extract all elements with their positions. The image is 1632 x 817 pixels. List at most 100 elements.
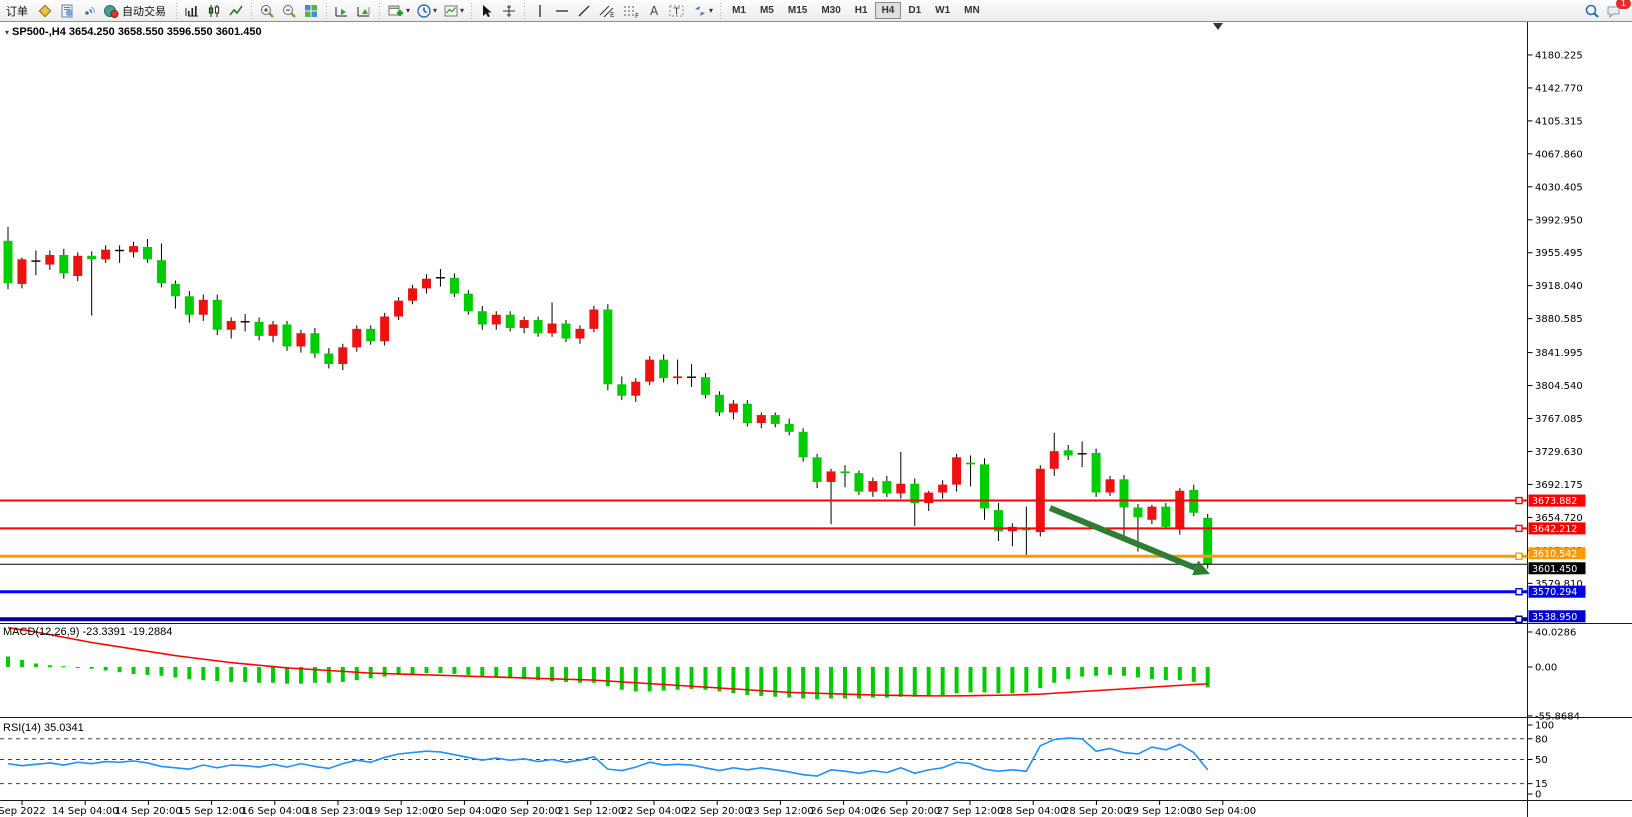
crosshair-icon: [503, 4, 516, 17]
svg-text:4030.405: 4030.405: [1535, 182, 1583, 193]
zoom-in-icon: [261, 4, 274, 18]
templates-icon: [444, 5, 458, 16]
text-icon: A: [650, 4, 659, 18]
new-order-icon[interactable]: [34, 1, 56, 20]
svg-text:Sep 2022: Sep 2022: [0, 806, 46, 817]
fibonacci-button[interactable]: F: [619, 1, 643, 20]
timeframe-button-mn[interactable]: MN: [964, 5, 980, 16]
svg-text:3918.040: 3918.040: [1535, 281, 1583, 292]
svg-text:40.0286: 40.0286: [1535, 627, 1576, 638]
svg-text:18 Sep 23:00: 18 Sep 23:00: [305, 806, 372, 817]
cursor-icon: [483, 4, 492, 17]
periods-icon: [417, 3, 431, 18]
svg-text:27 Sep 12:00: 27 Sep 12:00: [937, 806, 1004, 817]
horizontal-lines[interactable]: [0, 496, 1528, 623]
chevron-down-icon: ▾: [460, 6, 465, 15]
svg-text:14 Sep 20:00: 14 Sep 20:00: [115, 806, 182, 817]
candlestick-chart-button[interactable]: [203, 1, 225, 20]
vertical-line-button[interactable]: [529, 1, 551, 20]
zoom-out-icon: [283, 4, 296, 18]
chevron-down-icon: ▾: [709, 6, 714, 15]
market-watch-button[interactable]: [56, 1, 78, 20]
svg-text:3610.542: 3610.542: [1532, 549, 1577, 560]
trendline-button[interactable]: [573, 1, 595, 20]
autotrading-button[interactable]: 自动交易: [100, 1, 172, 20]
svg-text:-55.8684: -55.8684: [1535, 711, 1580, 722]
svg-text:30 Sep 04:00: 30 Sep 04:00: [1189, 806, 1256, 817]
chart-canvas[interactable]: 4180.225 4142.770 4105.315 4067.860 4030.405…: [0, 21, 1632, 817]
bar-chart-button[interactable]: [181, 1, 203, 20]
toolbar-separator: [469, 2, 475, 19]
chart-shift-button[interactable]: [353, 1, 375, 20]
chart-shift-icon: [357, 6, 370, 16]
new-chart-button[interactable]: ▾: [384, 1, 413, 20]
svg-text:14 Sep 04:00: 14 Sep 04:00: [52, 806, 119, 817]
svg-text:4105.315: 4105.315: [1535, 116, 1583, 127]
toolbar-separator: [377, 2, 382, 19]
line-chart-button[interactable]: [225, 1, 247, 20]
timeframe-button-m30[interactable]: M30: [821, 5, 841, 16]
channel-icon: E: [599, 5, 614, 19]
tile-windows-button[interactable]: [300, 1, 322, 20]
candlesticks: [3, 226, 1213, 569]
svg-text:3729.630: 3729.630: [1535, 447, 1583, 458]
arrows-button[interactable]: ▾: [689, 1, 716, 20]
svg-text:3601.450: 3601.450: [1532, 564, 1577, 575]
text-button[interactable]: A: [643, 1, 665, 20]
new-chart-icon: [388, 5, 403, 16]
svg-text:3767.085: 3767.085: [1535, 414, 1583, 425]
chart-title: ▾ SP500-,H4 3654.250 3658.550 3596.550 36…: [5, 26, 262, 38]
svg-text:3642.212: 3642.212: [1532, 524, 1577, 535]
svg-text:3538.950: 3538.950: [1532, 612, 1577, 623]
timeframe-group: M1 M5 M15 M30 H1 H4 D1 W1 MN: [725, 0, 987, 21]
timeframe-button-m15[interactable]: M15: [787, 5, 808, 16]
timeframe-button-m1[interactable]: M1: [732, 5, 746, 16]
svg-text:F: F: [635, 12, 639, 19]
svg-text:100: 100: [1535, 721, 1554, 732]
vertical-line-icon: [539, 4, 541, 17]
timeframe-button-w1[interactable]: W1: [935, 5, 951, 16]
search-button[interactable]: [1581, 1, 1603, 20]
timeframe-button-m5[interactable]: M5: [759, 5, 774, 16]
zoom-out-button[interactable]: [278, 1, 300, 20]
rsi-indicator-label: RSI(14) 35.0341: [3, 722, 84, 734]
new-order-button[interactable]: 订单: [0, 1, 34, 20]
trend-arrow-annotation[interactable]: [1048, 505, 1210, 576]
signal-button[interactable]: [78, 1, 100, 20]
auto-scroll-button[interactable]: [331, 1, 353, 20]
collapse-quote-icon[interactable]: ▾: [5, 28, 10, 37]
svg-text:15 Sep 12:00: 15 Sep 12:00: [178, 806, 245, 817]
horizontal-line-button[interactable]: [551, 1, 573, 20]
crosshair-button[interactable]: [498, 1, 520, 20]
svg-text:21 Sep 12:00: 21 Sep 12:00: [557, 806, 624, 817]
templates-button[interactable]: ▾: [440, 1, 467, 20]
rsi-line: [7, 737, 1209, 777]
svg-text:A: A: [650, 4, 659, 18]
text-label-button[interactable]: T: [665, 1, 689, 20]
price-axis: 4180.225 4142.770 4105.315 4067.860 4030.405…: [1527, 50, 1583, 590]
timeframe-button-d1[interactable]: D1: [908, 5, 922, 16]
chevron-down-icon: ▾: [406, 6, 411, 15]
chart-title-text: SP500-,H4 3654.250 3658.550 3596.550 360…: [12, 26, 262, 38]
svg-text:26 Sep 04:00: 26 Sep 04:00: [810, 806, 877, 817]
svg-text:20 Sep 20:00: 20 Sep 20:00: [494, 806, 561, 817]
periods-button[interactable]: ▾: [413, 1, 440, 20]
toolbar-separator: [249, 2, 254, 19]
timeframe-button-h1[interactable]: H1: [854, 5, 868, 16]
candlestick-chart-icon: [208, 4, 220, 17]
svg-text:50: 50: [1535, 755, 1548, 766]
zoom-in-button[interactable]: [256, 1, 278, 20]
svg-text:3692.175: 3692.175: [1535, 480, 1583, 491]
svg-text:80: 80: [1535, 734, 1548, 745]
svg-text:23 Sep 12:00: 23 Sep 12:00: [747, 806, 814, 817]
chart-shift-marker[interactable]: [1213, 23, 1223, 30]
cursor-button[interactable]: [476, 1, 498, 20]
tile-windows-icon: [305, 4, 317, 17]
timeframe-button-h4[interactable]: H4: [874, 2, 902, 19]
toolbar-separator: [522, 2, 528, 19]
notifications-button[interactable]: 1: [1603, 0, 1631, 20]
toolbar-separator: [324, 2, 329, 19]
svg-text:20 Sep 04:00: 20 Sep 04:00: [431, 806, 498, 817]
channel-button[interactable]: E: [595, 1, 619, 20]
macd-pane: 40.0286 0.00 -55.8684: [6, 626, 1580, 722]
